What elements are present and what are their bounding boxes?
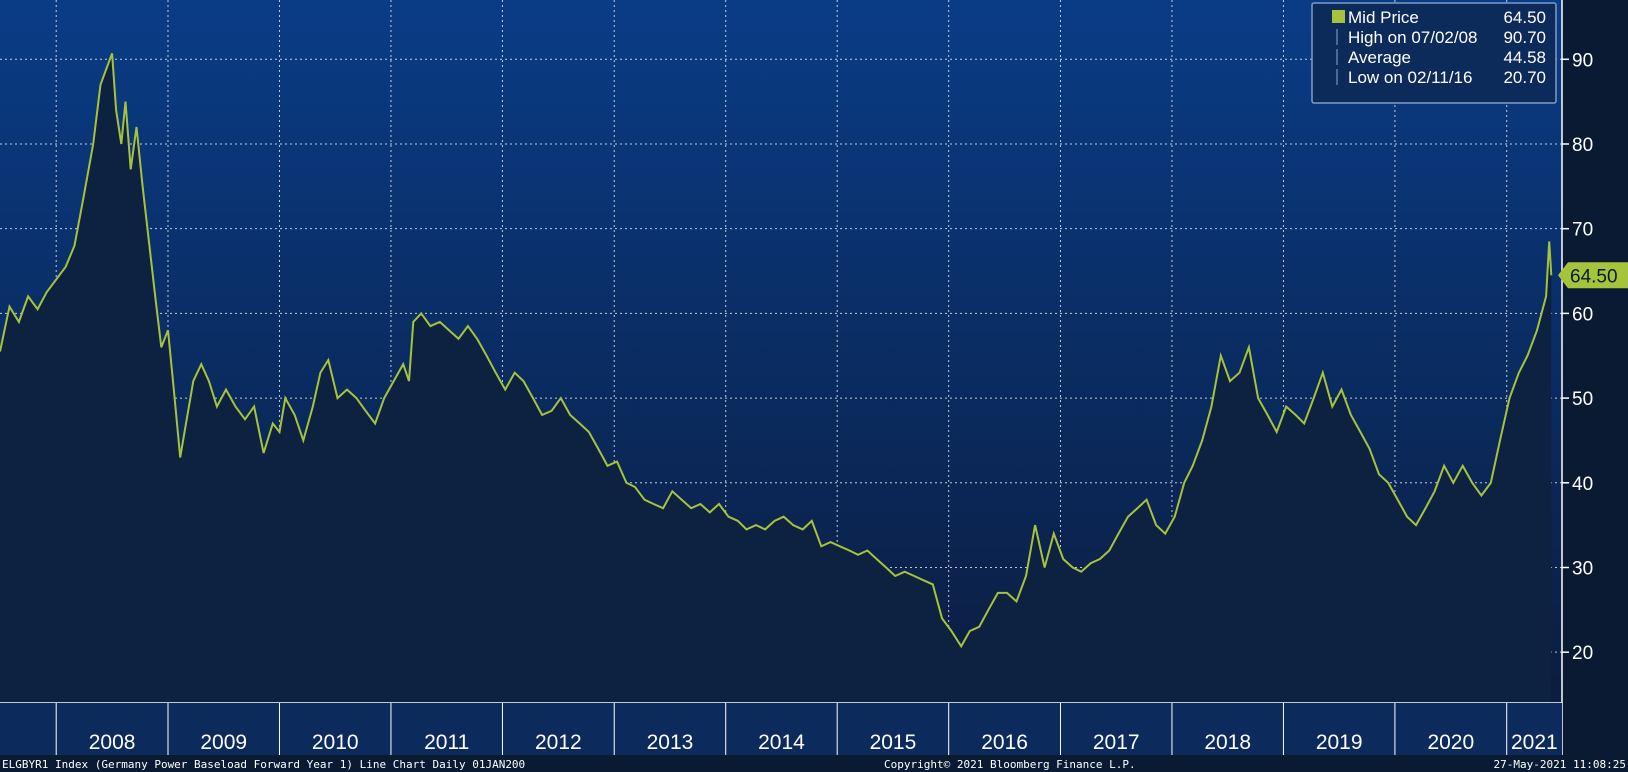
last-value-label: 64.50 — [1558, 262, 1628, 289]
legend-swatch-mid-price — [1332, 10, 1345, 23]
x-label-2012: 2012 — [535, 731, 582, 754]
legend-label-3: Low on 02/11/16 — [1348, 68, 1472, 87]
x-label-2015: 2015 — [870, 731, 917, 754]
legend-item-1: High on 07/02/08 90.70 — [1336, 28, 1546, 47]
x-axis-band — [0, 703, 1562, 755]
y-tick-label-20: 20 — [1572, 643, 1593, 664]
y-tick-label-80: 80 — [1572, 135, 1593, 156]
legend-value-1: 90.70 — [1503, 28, 1546, 47]
x-label-2009: 2009 — [200, 731, 247, 754]
last-value-label-text: 64.50 — [1570, 266, 1618, 287]
x-label-2018: 2018 — [1204, 731, 1251, 754]
y-tick-label-30: 30 — [1572, 558, 1593, 579]
legend-value-3: 20.70 — [1503, 68, 1546, 87]
footer: ELGBYR1 Index (Germany Power Baseload Fo… — [0, 755, 1628, 772]
legend-label-0: Mid Price — [1348, 8, 1419, 27]
footer-center-text: Copyright© 2021 Bloomberg Finance L.P. — [884, 758, 1136, 771]
price-area — [0, 53, 1552, 703]
footer-left-text: ELGBYR1 Index (Germany Power Baseload Fo… — [2, 758, 525, 771]
x-label-2010: 2010 — [312, 731, 359, 754]
y-axis-tick-labels: 20 30 40 50 60 70 80 90 — [1562, 50, 1593, 664]
x-label-2019: 2019 — [1316, 731, 1363, 754]
footer-background — [0, 755, 1628, 772]
legend-item-0: Mid Price 64.50 — [1332, 8, 1546, 27]
x-label-2016: 2016 — [981, 731, 1028, 754]
axes — [0, 0, 1563, 755]
x-label-2011: 2011 — [424, 731, 469, 754]
legend-item-3: Low on 02/11/16 20.70 — [1336, 68, 1546, 87]
x-label-2020: 2020 — [1427, 731, 1474, 754]
last-value-label-background — [1558, 262, 1628, 289]
x-label-2008: 2008 — [89, 731, 136, 754]
legend-value-0: 64.50 — [1503, 8, 1546, 27]
x-label-2017: 2017 — [1093, 731, 1140, 754]
y-tick-label-90: 90 — [1572, 50, 1593, 71]
legend-box — [1311, 2, 1557, 104]
x-label-2013: 2013 — [647, 731, 694, 754]
legend-label-2: Average — [1348, 48, 1411, 67]
legend-item-2: Average 44.58 — [1336, 48, 1546, 67]
y-tick-label-50: 50 — [1572, 389, 1593, 410]
series-line-mid-price — [0, 53, 1553, 649]
legend-label-1: High on 07/02/08 — [1348, 28, 1478, 47]
footer-right-text: 27-May-2021 11:08:25 — [1494, 758, 1626, 771]
y-tick-label-60: 60 — [1572, 304, 1593, 325]
x-axis-year-labels: 2008 2009 2010 2011 2012 2013 2014 2015 2016 2017… — [55, 703, 1558, 755]
legend-value-2: 44.58 — [1503, 48, 1546, 67]
y-tick-label-40: 40 — [1572, 474, 1593, 495]
x-label-2021: 2021 — [1511, 731, 1558, 754]
y-tick-label-70: 70 — [1572, 220, 1593, 241]
x-label-2014: 2014 — [758, 731, 805, 754]
